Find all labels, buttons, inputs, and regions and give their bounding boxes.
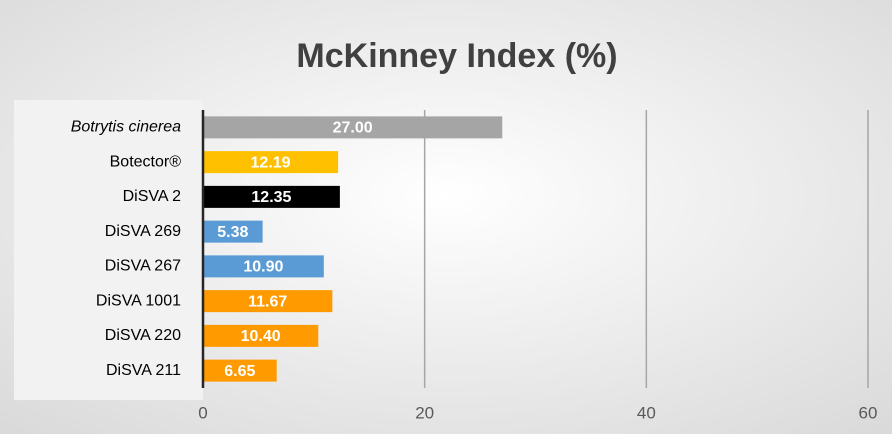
value-label: 5.38 xyxy=(217,224,248,241)
bar xyxy=(203,255,324,278)
y-tick-label: DiSVA 269 xyxy=(105,223,181,240)
x-tick-label: 20 xyxy=(415,403,434,422)
chart-title: McKinney Index (%) xyxy=(296,37,617,75)
bar xyxy=(203,151,339,174)
y-tick-label: Botrytis cinerea xyxy=(71,119,181,136)
y-tick-label: DiSVA 1001 xyxy=(96,292,181,309)
bar xyxy=(203,324,319,347)
label-panel xyxy=(14,100,203,400)
bar xyxy=(203,116,503,139)
x-tick-label: 40 xyxy=(637,403,656,422)
y-tick-label: DiSVA 2 xyxy=(123,188,182,205)
value-label: 27.00 xyxy=(333,120,373,137)
value-label: 6.65 xyxy=(224,363,255,380)
bar xyxy=(203,359,277,382)
value-label: 11.67 xyxy=(248,293,287,310)
x-tick-label: 60 xyxy=(859,403,878,422)
y-tick-label: DiSVA 220 xyxy=(105,327,181,344)
value-label: 10.90 xyxy=(243,259,283,276)
value-label: 12.35 xyxy=(251,189,291,206)
bar xyxy=(203,185,340,208)
value-label: 10.40 xyxy=(241,328,281,345)
x-tick-label: 0 xyxy=(198,403,207,422)
value-label: 12.19 xyxy=(251,154,291,171)
bar xyxy=(203,290,333,313)
bar xyxy=(203,220,263,243)
y-tick-label: DiSVA 267 xyxy=(105,258,181,275)
y-tick-label: DiSVA 211 xyxy=(106,362,181,379)
y-tick-label: Botector® xyxy=(110,153,182,170)
